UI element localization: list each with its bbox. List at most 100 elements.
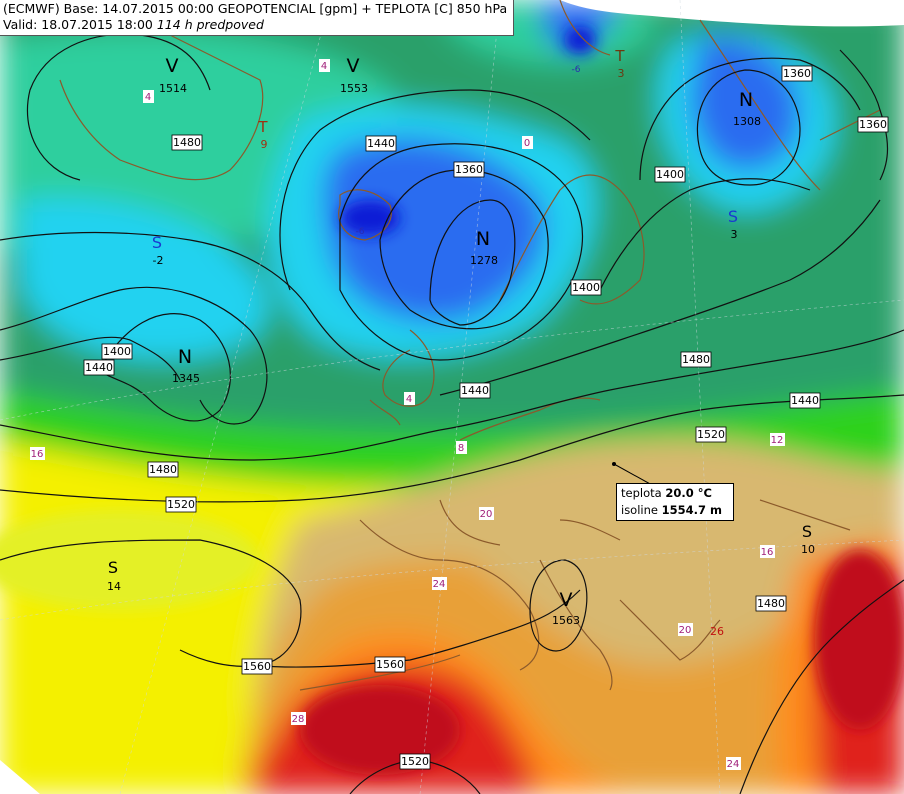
isoline-labels: 1360 1360 1360 1400 1400 1400 1440 1440 … bbox=[83, 65, 889, 770]
svg-text:1480: 1480 bbox=[149, 463, 177, 476]
svg-text:1480: 1480 bbox=[173, 136, 201, 149]
svg-text:28: 28 bbox=[292, 714, 305, 725]
geopotential-isolines bbox=[0, 33, 904, 794]
svg-text:1360: 1360 bbox=[859, 118, 887, 131]
center-warm-9[interactable]: T9 bbox=[257, 118, 268, 151]
svg-text:16: 16 bbox=[761, 547, 774, 558]
iso-label-1360: 1360 bbox=[857, 116, 889, 133]
svg-text:N: N bbox=[178, 346, 192, 368]
iso-label-1480: 1480 bbox=[680, 351, 712, 368]
svg-text:1400: 1400 bbox=[103, 345, 131, 358]
svg-text:1480: 1480 bbox=[682, 353, 710, 366]
svg-text:1440: 1440 bbox=[461, 384, 489, 397]
svg-text:1480: 1480 bbox=[757, 597, 785, 610]
temp-label: 4 bbox=[143, 90, 154, 103]
coastlines bbox=[59, 0, 881, 691]
iso-label-1560: 1560 bbox=[241, 658, 273, 675]
svg-text:1560: 1560 bbox=[376, 658, 404, 671]
tooltip-isoline-value: 1554.7 m bbox=[661, 503, 723, 517]
center-warm-3[interactable]: T3 bbox=[614, 47, 625, 80]
valid-time: Valid: 18.07.2015 18:00 bbox=[3, 17, 153, 32]
center-low-1345[interactable]: N 1345 bbox=[172, 346, 200, 385]
svg-text:N: N bbox=[476, 228, 490, 250]
svg-text:1440: 1440 bbox=[791, 394, 819, 407]
center-low-1278[interactable]: N 1278 bbox=[470, 228, 498, 267]
valid-line: Valid: 18.07.2015 18:00 114 h predpoved bbox=[3, 17, 507, 33]
iso-label-1400: 1400 bbox=[570, 279, 602, 296]
temperature-cores bbox=[0, 26, 904, 775]
iso-label-1440: 1440 bbox=[789, 392, 821, 409]
iso-label-1400: 1400 bbox=[101, 343, 133, 360]
svg-text:1520: 1520 bbox=[697, 428, 725, 441]
center-cold-10[interactable]: S 10 bbox=[801, 522, 815, 556]
svg-text:1553: 1553 bbox=[340, 82, 368, 95]
svg-text:10: 10 bbox=[801, 543, 815, 556]
svg-text:1563: 1563 bbox=[552, 614, 580, 627]
iso-label-1400: 1400 bbox=[654, 166, 686, 183]
iso-label-1440: 1440 bbox=[459, 382, 491, 399]
svg-text:V: V bbox=[560, 589, 573, 611]
svg-text:T: T bbox=[614, 47, 625, 65]
temp-label: 24 bbox=[726, 757, 741, 770]
center-cold-minus2[interactable]: S -2 bbox=[152, 233, 164, 267]
svg-text:26: 26 bbox=[710, 625, 724, 638]
temp-label: 16 bbox=[760, 545, 775, 558]
temp-label: 4 bbox=[319, 59, 330, 72]
temp-label: 12 bbox=[770, 433, 785, 446]
temp-label: 0 bbox=[522, 136, 533, 149]
svg-text:8: 8 bbox=[458, 443, 464, 454]
svg-text:1308: 1308 bbox=[733, 115, 761, 128]
svg-text:S: S bbox=[108, 558, 118, 577]
svg-text:S: S bbox=[728, 207, 738, 226]
temp-label: 28 bbox=[291, 712, 306, 725]
iso-label-1440: 1440 bbox=[83, 359, 115, 376]
iso-label-1520: 1520 bbox=[399, 753, 431, 770]
svg-text:4: 4 bbox=[145, 92, 151, 103]
svg-text:0: 0 bbox=[524, 138, 530, 149]
iso-label-1480: 1480 bbox=[755, 595, 787, 612]
iso-label-1520: 1520 bbox=[165, 496, 197, 513]
svg-text:24: 24 bbox=[433, 579, 446, 590]
center-cold-3[interactable]: S3 bbox=[728, 207, 738, 241]
center-low-1308[interactable]: N 1308 bbox=[733, 89, 761, 128]
center-high-1514[interactable]: V 1514 bbox=[159, 55, 187, 95]
tooltip-isoline-label: isoline bbox=[621, 503, 658, 517]
temp-label: 20 bbox=[479, 507, 494, 520]
svg-text:20: 20 bbox=[480, 509, 493, 520]
svg-text:1360: 1360 bbox=[455, 163, 483, 176]
svg-text:1514: 1514 bbox=[159, 82, 187, 95]
svg-text:1400: 1400 bbox=[572, 281, 600, 294]
svg-text:3: 3 bbox=[618, 67, 625, 80]
tooltip-temp-row: teplota 20.0 °C bbox=[621, 485, 729, 502]
svg-text:-2: -2 bbox=[153, 254, 164, 267]
temp-label: 20 bbox=[678, 623, 693, 636]
temp-label: 8 bbox=[456, 441, 467, 454]
svg-text:S: S bbox=[152, 233, 162, 252]
map-header: (ECMWF) Base: 14.07.2015 00:00 GEOPOTENC… bbox=[0, 0, 515, 36]
center-high-1563[interactable]: V 1563 bbox=[552, 589, 580, 627]
temperature-labels: 4 4 4 0 8 12 16 16 20 20 24 24 26 28 -6 … bbox=[30, 59, 785, 770]
tooltip-isoline-row: isoline 1554.7 m bbox=[621, 502, 729, 519]
svg-text:20: 20 bbox=[679, 625, 692, 636]
svg-text:9: 9 bbox=[261, 138, 268, 151]
svg-text:1278: 1278 bbox=[470, 254, 498, 267]
temp-label: -6 bbox=[356, 227, 365, 237]
svg-text:1440: 1440 bbox=[367, 137, 395, 150]
tooltip-temp-value: 20.0 °C bbox=[665, 486, 712, 500]
svg-text:N: N bbox=[739, 89, 753, 111]
svg-text:T: T bbox=[257, 118, 268, 136]
center-high-1553[interactable]: V 1553 bbox=[340, 55, 368, 95]
svg-text:4: 4 bbox=[321, 61, 327, 72]
temp-label: 4 bbox=[404, 392, 415, 405]
svg-text:V: V bbox=[347, 55, 360, 77]
iso-label-1440: 1440 bbox=[365, 135, 397, 152]
iso-label-1560: 1560 bbox=[374, 656, 406, 673]
svg-text:V: V bbox=[166, 55, 179, 77]
svg-text:1520: 1520 bbox=[401, 755, 429, 768]
iso-label-1480: 1480 bbox=[147, 461, 179, 478]
center-cold-14[interactable]: S 14 bbox=[107, 558, 121, 593]
